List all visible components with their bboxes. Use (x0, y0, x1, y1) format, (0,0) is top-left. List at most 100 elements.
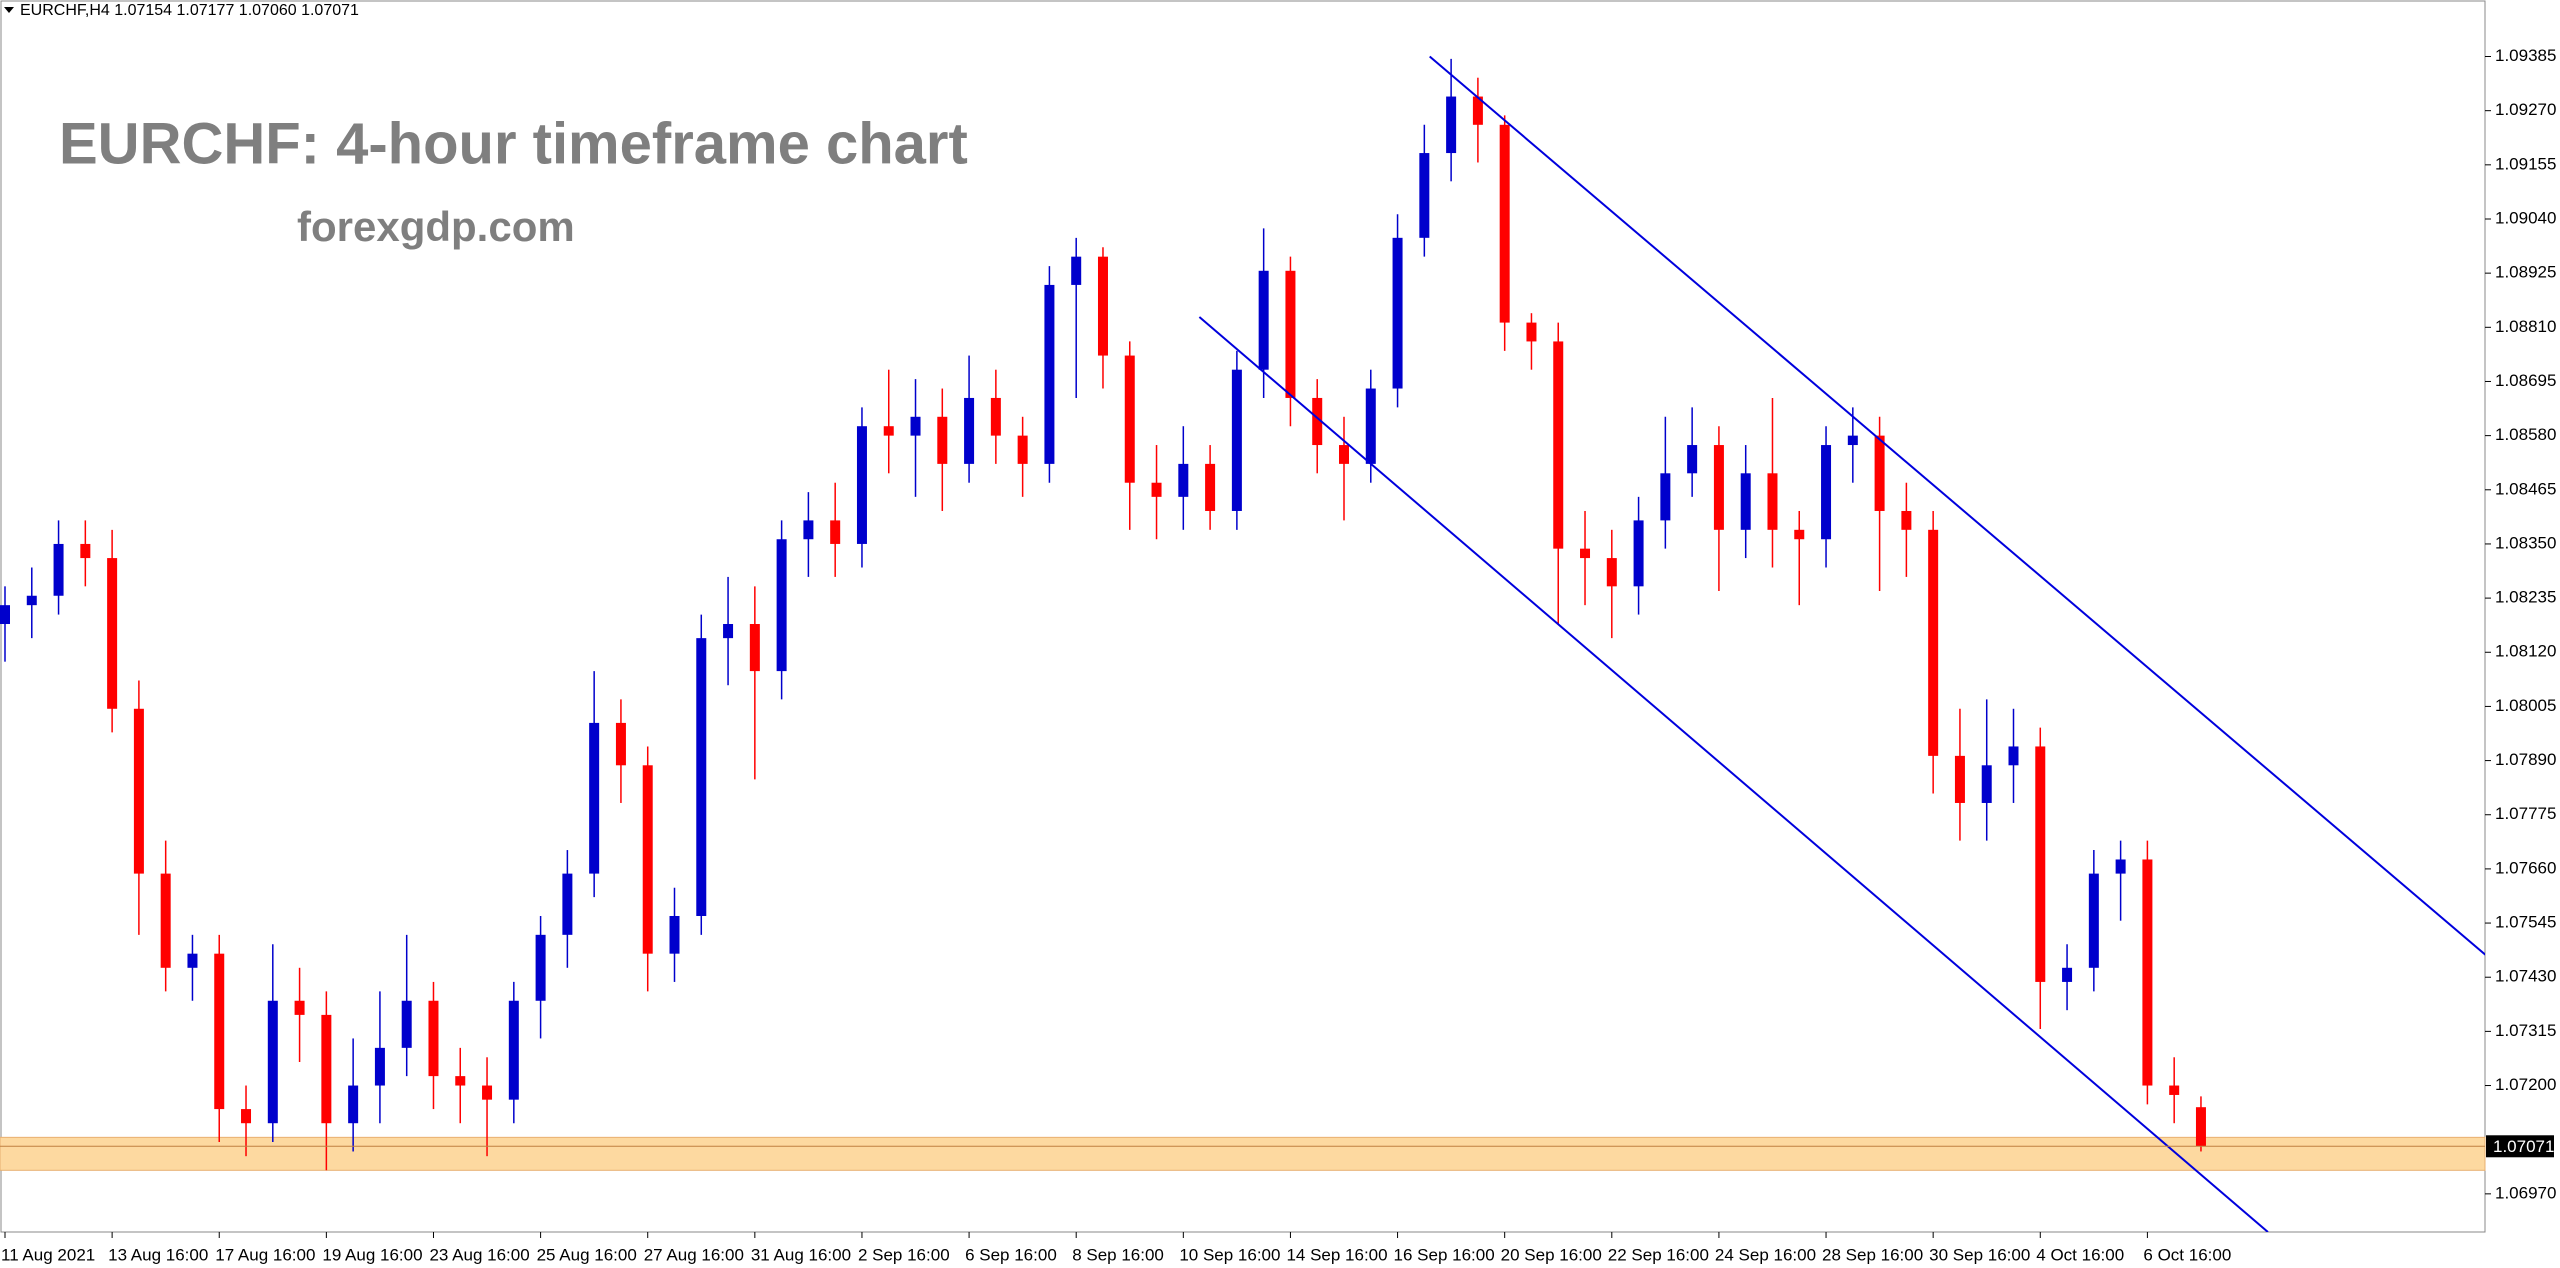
candle-body (589, 722, 600, 874)
y-tick-label: 1.07430 (2495, 967, 2556, 986)
candle-body (1017, 435, 1028, 464)
candle-body (1151, 482, 1162, 497)
last-price-label: 1.07071 (2493, 1137, 2554, 1156)
y-tick-label: 1.09040 (2495, 208, 2556, 227)
candle-body (2008, 746, 2019, 766)
y-tick-label: 1.07775 (2495, 804, 2556, 823)
y-tick-label: 1.09385 (2495, 46, 2556, 65)
y-tick-label: 1.08465 (2495, 479, 2556, 498)
candle-body (1044, 284, 1055, 464)
x-tick-label: 13 Aug 16:00 (108, 1245, 208, 1264)
y-tick-label: 1.08120 (2495, 642, 2556, 661)
candle-body (482, 1085, 493, 1100)
y-tick-label: 1.09270 (2495, 100, 2556, 119)
candle-body (2088, 873, 2099, 968)
candle-body (1954, 755, 1965, 803)
x-tick-label: 8 Sep 16:00 (1072, 1245, 1164, 1264)
x-tick-label: 16 Sep 16:00 (1394, 1245, 1495, 1264)
candle-body (1285, 270, 1296, 398)
candle-body (964, 397, 975, 464)
candle-body (642, 765, 653, 954)
candle-body (26, 595, 37, 606)
candle-body (856, 426, 867, 544)
candle-body (1928, 529, 1939, 756)
candle-body (2142, 859, 2153, 1086)
candle-body (937, 416, 948, 464)
x-tick-label: 23 Aug 16:00 (429, 1245, 529, 1264)
candle-body (562, 873, 573, 935)
candle-body (267, 1000, 278, 1124)
channel-line (1429, 55, 2485, 956)
candle-body (1874, 435, 1885, 511)
candle-body (2169, 1085, 2180, 1095)
chart-title: EURCHF: 4-hour timeframe chart (59, 111, 968, 176)
candle-body (401, 1000, 412, 1048)
y-tick-label: 1.08580 (2495, 425, 2556, 444)
y-tick-label: 1.08005 (2495, 696, 2556, 715)
x-tick-label: 25 Aug 16:00 (537, 1245, 637, 1264)
last-price-box (2486, 1135, 2554, 1158)
x-tick-label: 14 Sep 16:00 (1286, 1245, 1387, 1264)
candle-body (1633, 520, 1644, 587)
support-zone (0, 1136, 2486, 1171)
candle-body (1178, 463, 1189, 497)
candle-body (80, 543, 91, 559)
candle-body (1981, 765, 1992, 803)
candle-body (374, 1047, 385, 1086)
x-tick-label: 30 Sep 16:00 (1929, 1245, 2030, 1264)
candle-body (1740, 473, 1751, 530)
candle-body (1258, 270, 1269, 370)
x-tick-label: 4 Oct 16:00 (2036, 1245, 2124, 1264)
x-tick-label: 10 Sep 16:00 (1179, 1245, 1280, 1264)
candle-body (1097, 256, 1108, 356)
candle-body (2062, 967, 2073, 982)
candle-body (535, 934, 546, 1001)
candle-body (696, 638, 707, 916)
candle-body (723, 624, 734, 639)
candle-body (910, 416, 921, 436)
candle-body (1339, 445, 1349, 464)
y-tick-label: 1.08350 (2495, 533, 2556, 552)
candle-body (1606, 558, 1617, 587)
y-tick-label: 1.07890 (2495, 750, 2556, 769)
candle-body (615, 722, 626, 766)
y-tick-label: 1.08925 (2495, 263, 2556, 282)
candle-body (0, 605, 10, 625)
x-tick-label: 31 Aug 16:00 (751, 1245, 851, 1264)
y-tick-label: 1.07660 (2495, 858, 2556, 877)
candle-body (1526, 322, 1537, 342)
candle-body (1365, 388, 1376, 464)
y-tick-label: 1.06970 (2495, 1183, 2556, 1202)
candle-body (187, 953, 198, 968)
x-tick-label: 24 Sep 16:00 (1715, 1245, 1816, 1264)
candle-body (1767, 473, 1778, 530)
y-tick-label: 1.08235 (2495, 588, 2556, 607)
candle-body (160, 873, 171, 968)
candle-body (1901, 510, 1912, 530)
candle-body (1794, 529, 1805, 540)
y-tick-label: 1.07200 (2495, 1075, 2556, 1094)
candle-body (830, 520, 841, 544)
candle-body (508, 1000, 519, 1100)
candle-body (1660, 473, 1671, 521)
candle-body (455, 1076, 466, 1086)
candle-body (1446, 96, 1457, 154)
chart-subtitle: forexgdp.com (297, 203, 575, 250)
candle-body (990, 397, 1001, 436)
header: EURCHF,H4 1.07154 1.07177 1.07060 1.0707… (20, 2, 359, 19)
candle-body (428, 1000, 439, 1077)
candle-body (348, 1085, 359, 1124)
x-tick-label: 28 Sep 16:00 (1822, 1245, 1923, 1264)
candle-body (1124, 355, 1135, 483)
candle-body (1580, 548, 1591, 559)
x-tick-label: 22 Sep 16:00 (1608, 1245, 1709, 1264)
candle-body (1499, 124, 1510, 323)
y-tick-label: 1.07315 (2495, 1021, 2556, 1040)
x-tick-label: 6 Sep 16:00 (965, 1245, 1057, 1264)
candle-body (1553, 341, 1564, 549)
x-tick-label: 6 Oct 16:00 (2143, 1245, 2231, 1264)
candle-body (1419, 153, 1430, 238)
candle-body (749, 624, 760, 672)
candle-body (1392, 237, 1403, 389)
